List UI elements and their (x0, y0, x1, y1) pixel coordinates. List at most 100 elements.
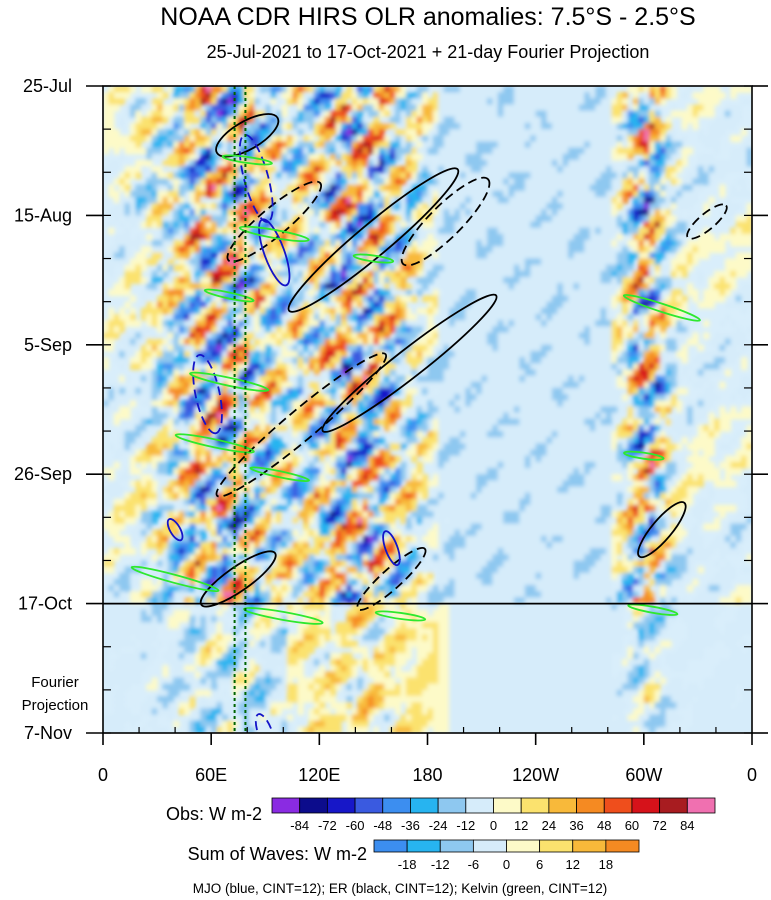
anomaly-cell (411, 233, 418, 241)
anomaly-cell (286, 178, 293, 186)
anomaly-cell (108, 264, 115, 272)
anomaly-cell (573, 86, 580, 93)
anomaly-cell (167, 363, 174, 371)
anomaly-cell (546, 98, 553, 106)
anomaly-cell (503, 116, 510, 124)
anomaly-cell (627, 86, 634, 93)
anomaly-cell (638, 135, 645, 143)
anomaly-cell (124, 283, 131, 290)
anomaly-cell (584, 110, 591, 118)
anomaly-cell (200, 264, 207, 272)
anomaly-cell (351, 135, 358, 143)
anomaly-cell (194, 258, 201, 266)
anomaly-cell (265, 295, 272, 303)
anomaly-cell (313, 153, 320, 161)
anomaly-cell (503, 203, 510, 210)
anomaly-cell (600, 129, 607, 136)
anomaly-cell (357, 258, 364, 266)
anomaly-cell (449, 307, 456, 315)
anomaly-cell (460, 92, 466, 99)
anomaly-cell (692, 184, 699, 192)
anomaly-cell (259, 363, 266, 371)
anomaly-cell (578, 221, 585, 229)
anomaly-cell (330, 246, 337, 253)
anomaly-cell (357, 289, 364, 297)
anomaly-cell (730, 277, 737, 284)
anomaly-cell (616, 252, 623, 260)
anomaly-cell (600, 338, 607, 346)
anomaly-cell (665, 338, 672, 346)
anomaly-cell (443, 338, 450, 346)
anomaly-cell (303, 381, 310, 389)
anomaly-cell (346, 283, 353, 290)
anomaly-cell (606, 307, 612, 315)
anomaly-cell (465, 369, 472, 377)
anomaly-cell (616, 344, 623, 352)
anomaly-cell (530, 172, 537, 180)
anomaly-cell (178, 283, 185, 290)
anomaly-cell (449, 135, 456, 143)
anomaly-cell (584, 344, 591, 352)
anomaly-cell (481, 252, 488, 260)
anomaly-cell (308, 123, 315, 130)
anomaly-cell (362, 190, 369, 198)
anomaly-cell (432, 209, 439, 216)
anomaly-cell (184, 344, 191, 352)
anomaly-cell (633, 147, 639, 155)
anomaly-cell (595, 307, 602, 315)
anomaly-cell (330, 295, 337, 303)
anomaly-cell (524, 159, 531, 167)
anomaly-cell (135, 203, 142, 210)
anomaly-cell (265, 369, 272, 377)
anomaly-cell (595, 351, 602, 358)
anomaly-cell (681, 240, 688, 247)
anomaly-cell (578, 301, 585, 309)
anomaly-cell (313, 184, 320, 192)
anomaly-cell (254, 326, 261, 334)
anomaly-cell (308, 98, 315, 106)
anomaly-cell (357, 233, 364, 241)
anomaly-cell (395, 227, 402, 235)
anomaly-cell (600, 135, 607, 143)
anomaly-cell (227, 147, 234, 155)
anomaly-cell (184, 283, 191, 290)
anomaly-cell (346, 326, 353, 334)
anomaly-cell (373, 314, 380, 321)
anomaly-cell (633, 209, 639, 216)
anomaly-cell (341, 283, 347, 290)
anomaly-cell (238, 196, 245, 204)
anomaly-cell (438, 258, 445, 266)
anomaly-cell (276, 295, 283, 303)
anomaly-cell (524, 258, 531, 266)
anomaly-cell (330, 252, 337, 260)
anomaly-cell (130, 295, 136, 303)
anomaly-cell (119, 141, 126, 149)
anomaly-cell (438, 307, 445, 315)
anomaly-cell (508, 240, 515, 247)
anomaly-cell (249, 277, 255, 284)
anomaly-cell (411, 295, 418, 303)
anomaly-cell (508, 344, 515, 352)
anomaly-cell (622, 116, 629, 124)
anomaly-cell (541, 209, 548, 216)
anomaly-cell (238, 209, 245, 216)
anomaly-cell (622, 264, 629, 272)
anomaly-cell (611, 357, 618, 364)
anomaly-cell (194, 196, 201, 204)
anomaly-cell (205, 141, 212, 149)
anomaly-cell (470, 215, 477, 223)
anomaly-cell (535, 104, 542, 112)
anomaly-cell (238, 295, 245, 303)
anomaly-cell (427, 246, 434, 253)
anomaly-cell (303, 363, 310, 371)
anomaly-cell (600, 357, 607, 364)
anomaly-cell (514, 264, 520, 272)
anomaly-cell (303, 159, 310, 167)
anomaly-cell (222, 135, 228, 143)
anomaly-cell (649, 240, 656, 247)
anomaly-cell (714, 240, 721, 247)
anomaly-cell (173, 363, 180, 371)
anomaly-cell (638, 307, 645, 315)
anomaly-cell (687, 203, 694, 210)
anomaly-cell (162, 270, 169, 278)
